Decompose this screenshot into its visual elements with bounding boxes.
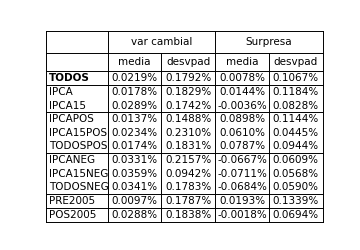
Text: 0.0568%: 0.0568% xyxy=(273,169,319,179)
Text: 0.1829%: 0.1829% xyxy=(165,87,211,97)
Text: 0.0898%: 0.0898% xyxy=(219,114,265,124)
Text: 0.1787%: 0.1787% xyxy=(165,196,211,206)
Text: 0.0288%: 0.0288% xyxy=(112,210,158,220)
Text: 0.0078%: 0.0078% xyxy=(219,73,265,83)
Text: IPCA15: IPCA15 xyxy=(49,100,86,110)
Text: 0.1792%: 0.1792% xyxy=(165,73,211,83)
Text: desvpad: desvpad xyxy=(274,57,318,67)
Text: 0.0341%: 0.0341% xyxy=(112,182,158,192)
Text: Surpresa: Surpresa xyxy=(246,37,292,47)
Text: 0.0359%: 0.0359% xyxy=(112,169,158,179)
Text: IPCA15NEG: IPCA15NEG xyxy=(49,169,108,179)
Text: 0.2157%: 0.2157% xyxy=(165,155,211,165)
Text: TODOS: TODOS xyxy=(49,73,90,83)
Text: 0.0331%: 0.0331% xyxy=(112,155,158,165)
Text: 0.1742%: 0.1742% xyxy=(165,100,211,110)
Text: 0.0609%: 0.0609% xyxy=(273,155,319,165)
Text: -0.0711%: -0.0711% xyxy=(217,169,267,179)
Text: 0.1783%: 0.1783% xyxy=(165,182,211,192)
Text: 0.0694%: 0.0694% xyxy=(273,210,319,220)
Text: IPCA15POS: IPCA15POS xyxy=(49,128,107,138)
Text: -0.0018%: -0.0018% xyxy=(217,210,267,220)
Text: TODOSNEG: TODOSNEG xyxy=(49,182,108,192)
Text: 0.1488%: 0.1488% xyxy=(165,114,211,124)
Text: 0.0445%: 0.0445% xyxy=(273,128,319,138)
Text: -0.0667%: -0.0667% xyxy=(217,155,267,165)
Text: 0.0097%: 0.0097% xyxy=(112,196,158,206)
Text: 0.0137%: 0.0137% xyxy=(112,114,158,124)
Text: media: media xyxy=(118,57,151,67)
Text: 0.0178%: 0.0178% xyxy=(112,87,158,97)
Text: var cambial: var cambial xyxy=(131,37,192,47)
Text: media: media xyxy=(226,57,258,67)
Text: 0.2310%: 0.2310% xyxy=(165,128,211,138)
Text: 0.0787%: 0.0787% xyxy=(219,142,265,152)
Text: 0.1831%: 0.1831% xyxy=(165,142,211,152)
Text: 0.1184%: 0.1184% xyxy=(273,87,319,97)
Text: POS2005: POS2005 xyxy=(49,210,96,220)
Text: 0.0289%: 0.0289% xyxy=(112,100,158,110)
Text: PRE2005: PRE2005 xyxy=(49,196,95,206)
Text: 0.0828%: 0.0828% xyxy=(273,100,319,110)
Text: IPCA: IPCA xyxy=(49,87,72,97)
Text: 0.1144%: 0.1144% xyxy=(273,114,319,124)
Text: 0.0610%: 0.0610% xyxy=(219,128,265,138)
Text: IPCANEG: IPCANEG xyxy=(49,155,95,165)
Text: 0.0590%: 0.0590% xyxy=(273,182,319,192)
Text: 0.1339%: 0.1339% xyxy=(273,196,319,206)
Text: 0.0144%: 0.0144% xyxy=(219,87,265,97)
Text: 0.0193%: 0.0193% xyxy=(219,196,265,206)
Text: 0.0234%: 0.0234% xyxy=(112,128,158,138)
Text: TODOSPOS: TODOSPOS xyxy=(49,142,107,152)
Text: 0.0219%: 0.0219% xyxy=(112,73,158,83)
Text: 0.0944%: 0.0944% xyxy=(273,142,319,152)
Text: 0.0942%: 0.0942% xyxy=(165,169,211,179)
Text: 0.0174%: 0.0174% xyxy=(112,142,158,152)
Text: -0.0036%: -0.0036% xyxy=(217,100,267,110)
Text: -0.0684%: -0.0684% xyxy=(217,182,267,192)
Text: desvpad: desvpad xyxy=(166,57,211,67)
Text: 0.1838%: 0.1838% xyxy=(165,210,211,220)
Text: 0.1067%: 0.1067% xyxy=(273,73,319,83)
Text: IPCAPOS: IPCAPOS xyxy=(49,114,94,124)
